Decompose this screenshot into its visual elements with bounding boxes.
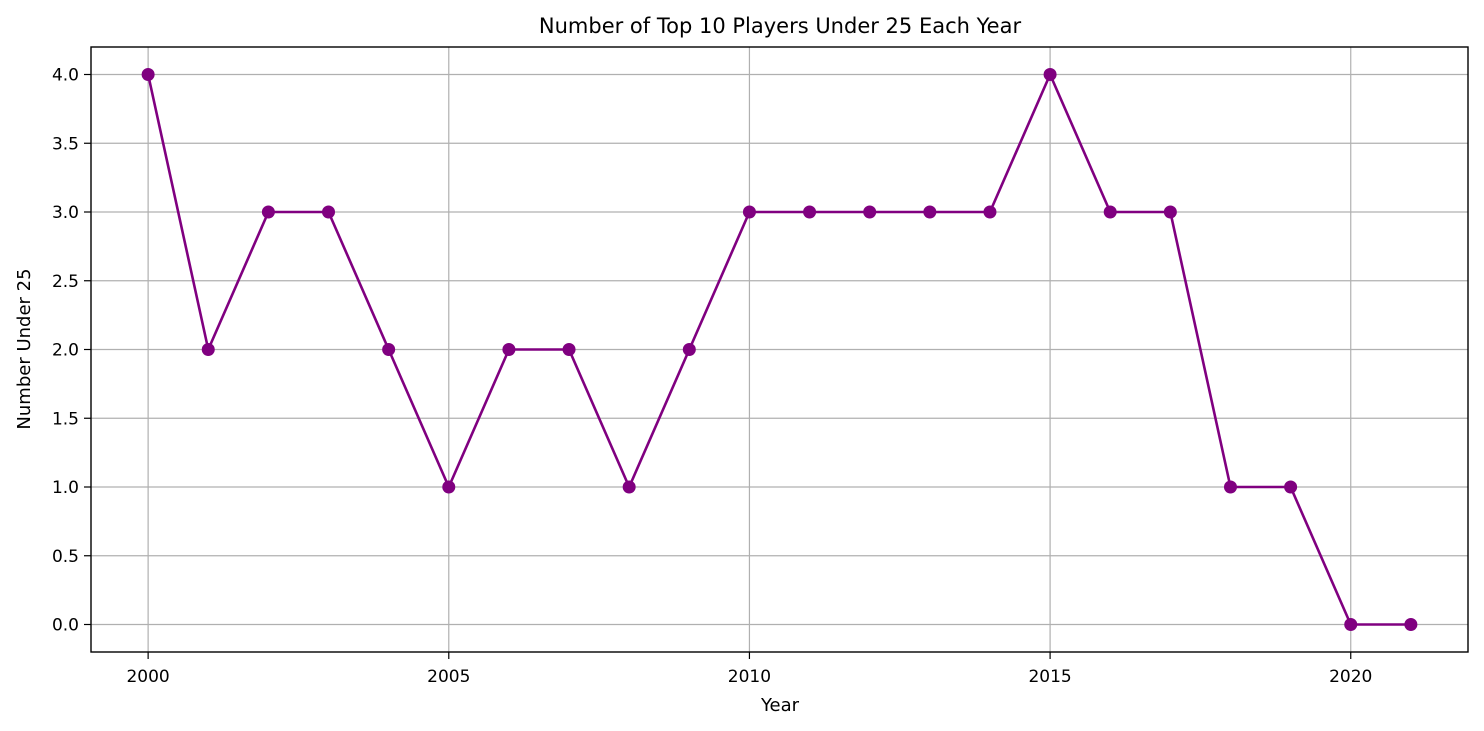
data-point — [382, 343, 396, 356]
data-point — [983, 205, 997, 219]
y-tick-label: 3.5 — [52, 134, 79, 154]
x-tick-label: 2020 — [1329, 667, 1372, 687]
x-tick-label: 2015 — [1028, 667, 1071, 687]
data-point — [1284, 480, 1298, 494]
y-tick-label: 0.0 — [52, 616, 79, 636]
data-point — [562, 343, 576, 356]
data-point — [1043, 68, 1057, 81]
data-point — [622, 480, 636, 494]
data-point — [803, 205, 817, 219]
y-tick-label: 1.0 — [52, 478, 79, 498]
y-tick-label: 0.5 — [52, 547, 79, 567]
y-tick-label: 4.0 — [52, 66, 79, 86]
data-point — [863, 205, 877, 219]
series-line — [146, 73, 1413, 626]
grid-layer — [91, 47, 1468, 652]
x-tick-label: 2010 — [728, 667, 771, 687]
data-point — [682, 343, 696, 356]
data-point — [1103, 205, 1117, 219]
data-point — [502, 343, 516, 356]
x-axis-title: Year — [760, 695, 800, 716]
data-point — [141, 68, 155, 81]
series-layer — [141, 68, 1418, 631]
data-point — [201, 343, 215, 356]
data-point — [261, 205, 275, 219]
data-point — [923, 205, 937, 219]
data-point — [742, 205, 756, 219]
data-point — [1404, 618, 1418, 631]
y-tick-label: 2.5 — [52, 272, 79, 292]
data-point — [1223, 480, 1237, 494]
ticks-layer: 2000 2005 2010 2015 2020 0.0 0.5 1.0 1.5 2.0 2.5 3.… — [52, 66, 1372, 688]
y-tick-label: 2.0 — [52, 341, 79, 361]
y-tick-label: 1.5 — [52, 409, 79, 429]
chart-title: Number of Top 10 Players Under 25 Each Y… — [539, 14, 1022, 38]
y-tick-label: 3.0 — [52, 203, 79, 223]
y-axis-title: Number Under 25 — [14, 268, 35, 429]
x-tick-label: 2005 — [427, 667, 470, 687]
data-point — [442, 480, 456, 494]
data-point — [1163, 205, 1177, 219]
data-point — [322, 205, 336, 219]
x-tick-label: 2000 — [126, 667, 169, 687]
data-point — [1344, 618, 1358, 631]
